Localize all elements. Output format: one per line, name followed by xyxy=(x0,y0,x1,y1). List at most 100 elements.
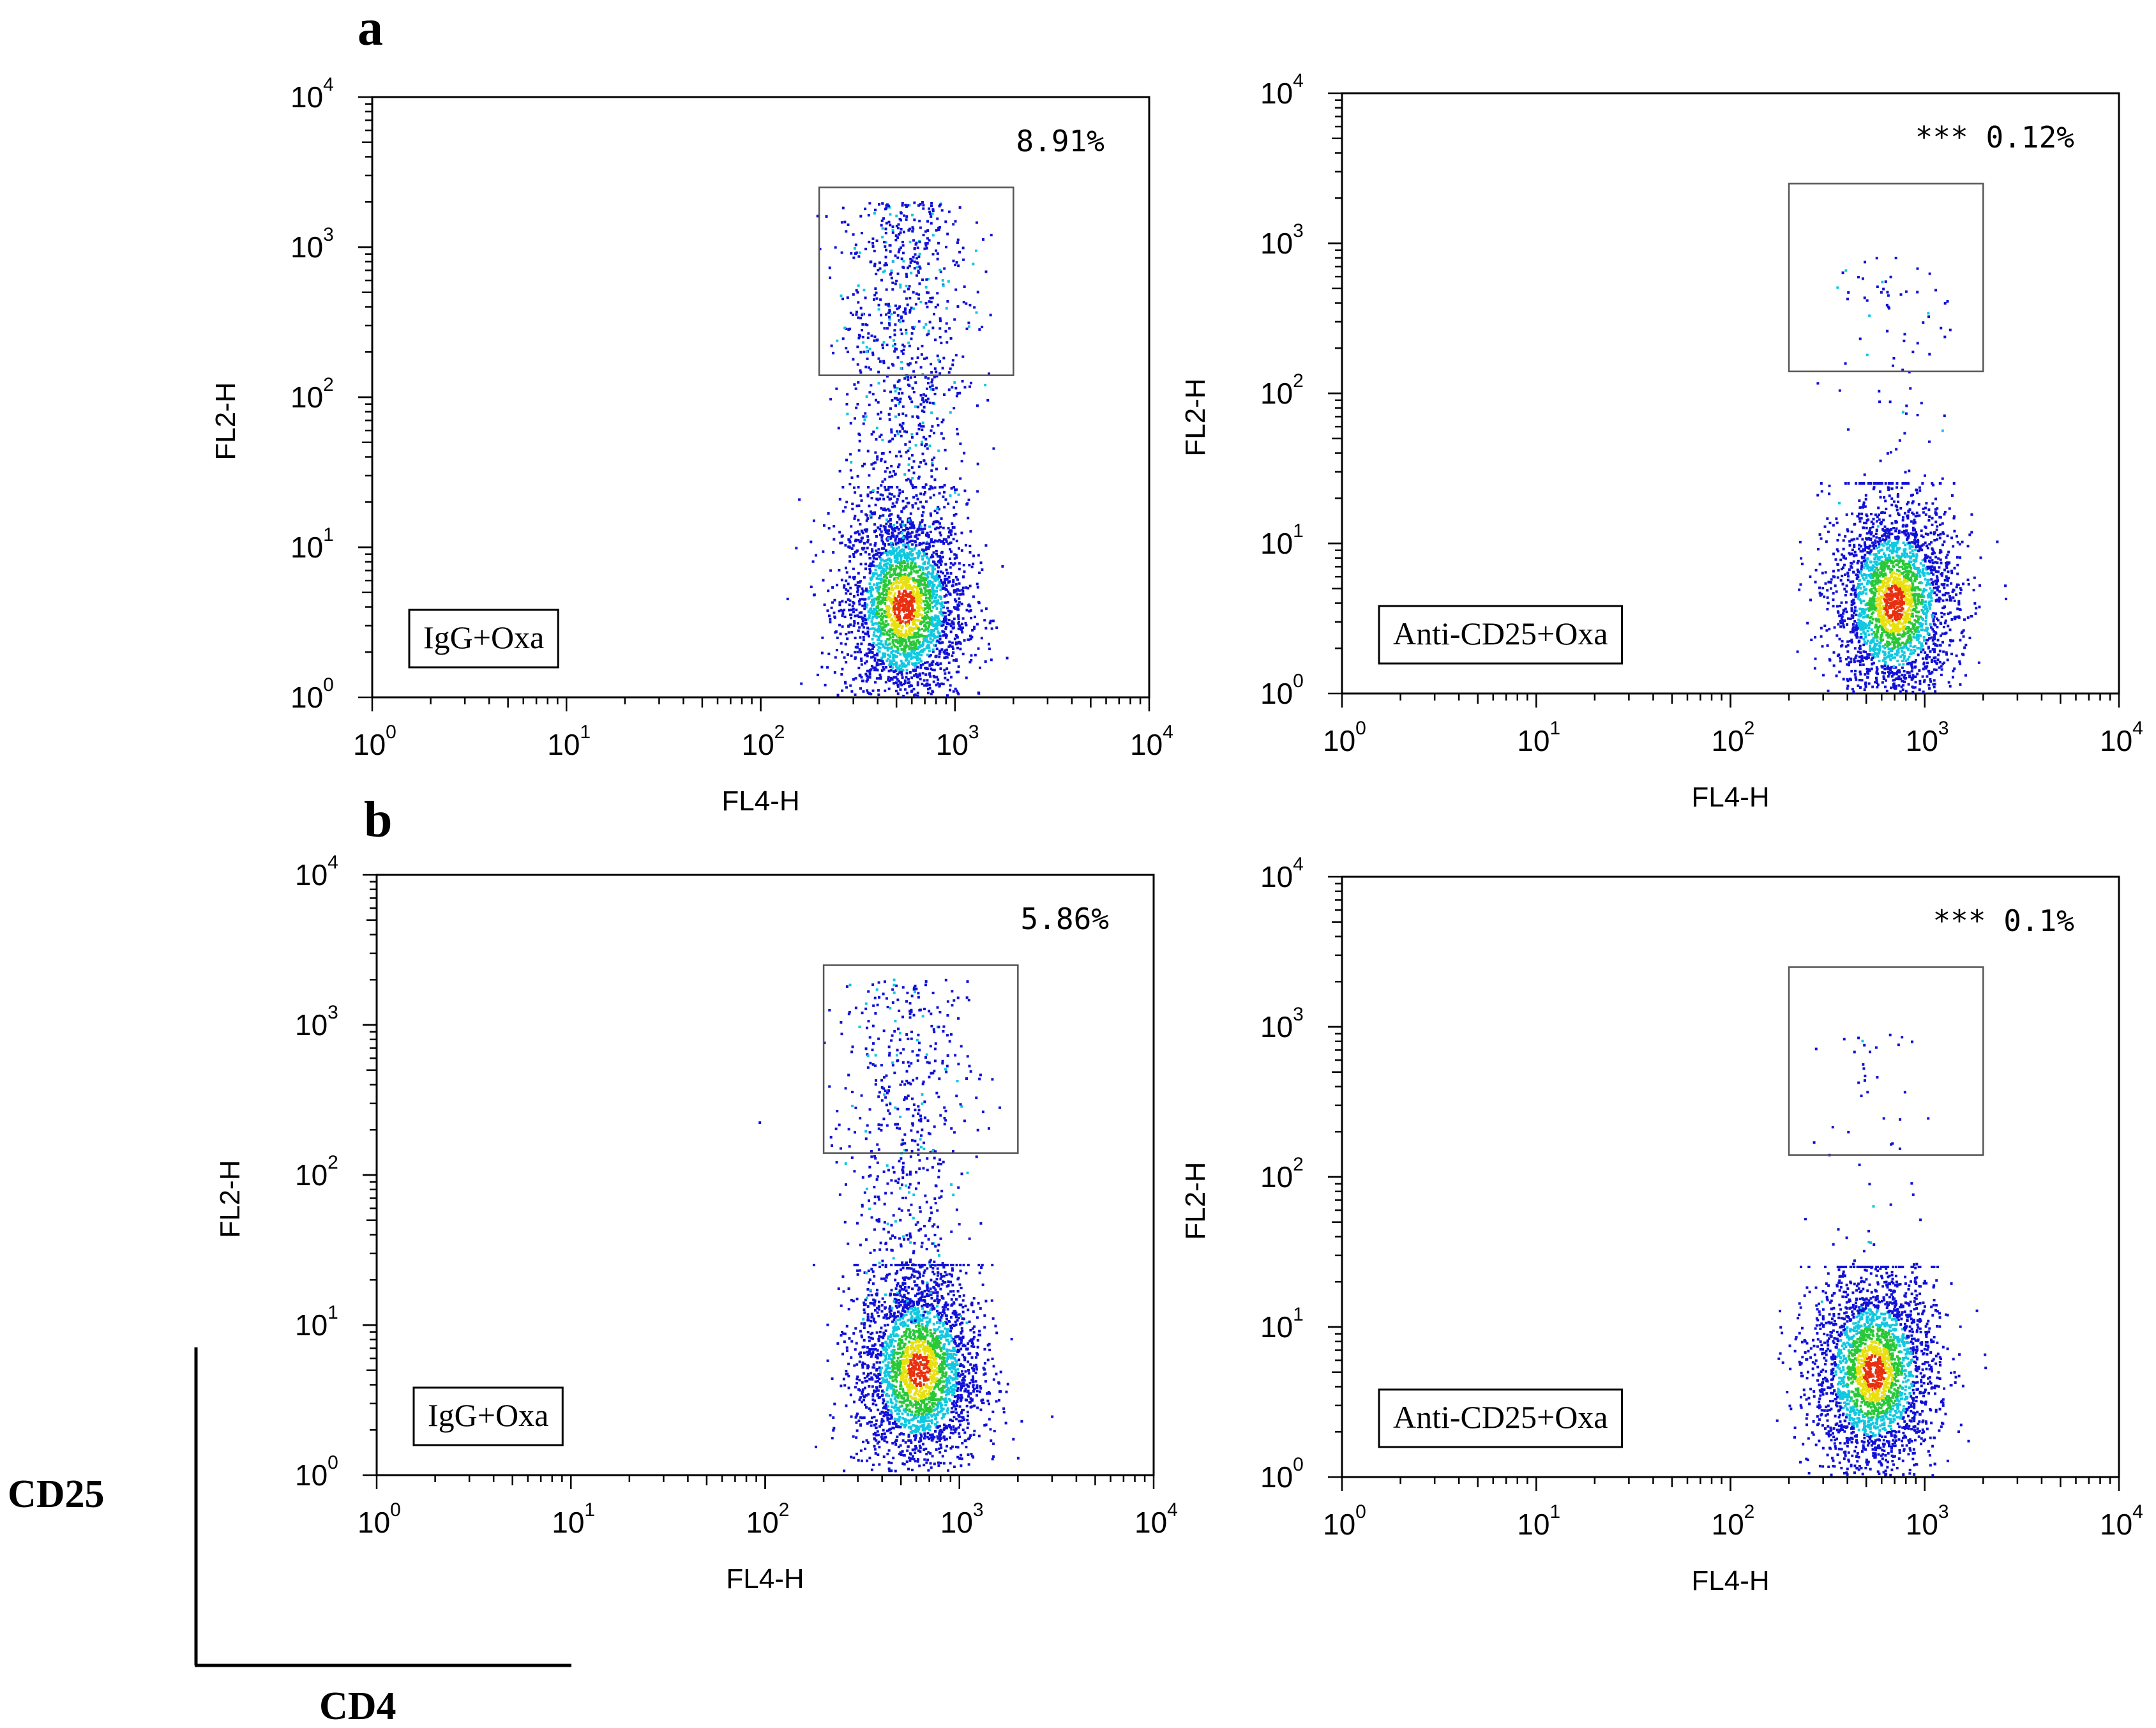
data-point xyxy=(896,466,900,469)
data-point xyxy=(838,568,841,572)
data-point xyxy=(887,638,891,641)
data-point xyxy=(935,549,938,552)
data-point xyxy=(888,537,891,540)
data-point xyxy=(924,244,928,247)
data-point xyxy=(895,584,898,587)
data-point xyxy=(839,632,842,635)
data-point xyxy=(894,681,898,685)
data-point xyxy=(923,629,926,632)
data-point xyxy=(1930,660,1933,663)
data-point xyxy=(896,272,900,275)
data-point xyxy=(897,527,900,531)
data-point xyxy=(912,642,916,645)
data-point xyxy=(887,669,891,672)
data-point xyxy=(916,625,919,628)
data-point xyxy=(930,411,933,414)
data-point xyxy=(841,486,845,489)
data-point xyxy=(1881,638,1885,641)
data-point xyxy=(995,626,999,629)
data-point xyxy=(890,428,893,431)
data-point xyxy=(914,502,917,505)
data-point xyxy=(875,291,878,294)
data-point xyxy=(873,511,877,514)
data-point xyxy=(930,201,933,204)
data-point xyxy=(1924,532,1927,535)
data-point xyxy=(965,676,968,679)
data-point xyxy=(875,398,878,402)
data-point xyxy=(900,539,903,542)
data-point xyxy=(1883,594,1887,597)
data-point xyxy=(1876,683,1880,686)
sample-legend-box xyxy=(408,609,559,669)
data-point xyxy=(906,623,909,626)
data-point xyxy=(1957,583,1960,586)
data-point xyxy=(838,609,841,612)
data-point xyxy=(1885,630,1888,633)
data-point xyxy=(866,535,870,538)
data-point xyxy=(947,645,951,648)
data-point xyxy=(1888,544,1892,547)
data-point xyxy=(1949,596,1952,600)
data-point xyxy=(903,679,907,682)
data-point xyxy=(873,335,877,338)
data-point xyxy=(1859,672,1862,676)
data-point xyxy=(1922,564,1926,567)
data-point xyxy=(1888,593,1891,596)
data-point xyxy=(1938,536,1941,540)
data-point xyxy=(1897,554,1900,557)
data-point xyxy=(936,252,939,255)
data-point xyxy=(1836,605,1839,608)
data-point xyxy=(903,688,907,691)
data-point xyxy=(906,615,909,618)
data-point xyxy=(931,384,934,387)
data-point xyxy=(1850,593,1853,596)
data-point xyxy=(895,573,898,577)
data-point xyxy=(867,597,870,600)
data-point xyxy=(887,529,891,532)
data-point xyxy=(1894,559,1897,563)
data-point xyxy=(903,506,906,510)
data-point xyxy=(927,644,930,648)
data-point xyxy=(947,590,950,593)
data-point xyxy=(886,203,889,206)
data-point xyxy=(893,350,896,353)
data-point xyxy=(927,534,930,537)
data-point xyxy=(1870,520,1873,524)
data-point xyxy=(871,623,875,626)
data-point xyxy=(916,261,919,264)
data-point xyxy=(894,618,898,621)
data-point xyxy=(908,603,911,607)
data-point xyxy=(863,607,866,610)
data-point xyxy=(907,545,910,549)
data-point xyxy=(895,535,898,538)
data-point xyxy=(889,525,893,528)
data-point xyxy=(1953,529,1956,533)
data-point xyxy=(1851,538,1854,542)
data-point xyxy=(885,288,888,291)
data-point xyxy=(1913,629,1917,632)
data-point xyxy=(874,628,877,632)
data-point xyxy=(902,348,905,351)
data-point xyxy=(868,347,871,351)
data-point xyxy=(900,630,903,633)
x-tick-label: 100 xyxy=(1323,718,1366,757)
data-point xyxy=(1866,582,1869,585)
data-point xyxy=(831,601,834,604)
data-point xyxy=(887,367,890,370)
data-point xyxy=(942,651,946,654)
data-point xyxy=(1911,512,1914,515)
data-point xyxy=(1933,637,1936,640)
data-point xyxy=(917,533,921,536)
data-point xyxy=(1880,589,1883,593)
data-point xyxy=(852,577,856,580)
data-point xyxy=(880,506,883,510)
data-point xyxy=(1886,640,1889,644)
data-point xyxy=(936,257,939,261)
data-point xyxy=(901,352,905,355)
data-point xyxy=(928,640,931,644)
data-point xyxy=(885,549,888,552)
data-point xyxy=(954,687,957,690)
data-point xyxy=(896,648,900,651)
data-point xyxy=(861,619,864,623)
data-point xyxy=(921,520,924,523)
